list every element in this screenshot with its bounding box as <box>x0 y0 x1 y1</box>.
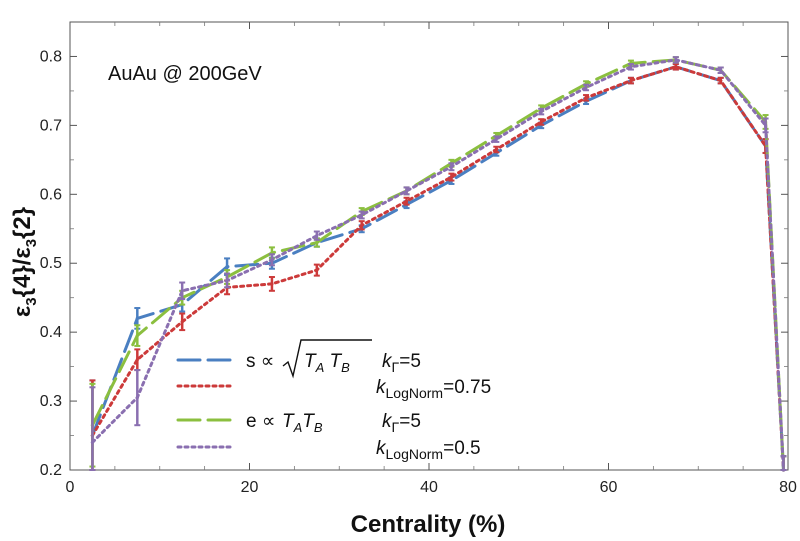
data-point <box>180 320 184 324</box>
data-point <box>629 65 633 69</box>
series-e_TATB_LogNorm05 <box>89 56 787 472</box>
sqrt-symbol <box>282 339 372 379</box>
data-point <box>404 189 409 193</box>
legend-k-sub: Γ <box>392 359 400 375</box>
data-point <box>270 258 274 262</box>
data-point <box>270 282 274 286</box>
data-point <box>135 316 139 320</box>
data-point <box>404 199 409 203</box>
y-tick-label: 0.2 <box>40 462 62 479</box>
data-point <box>315 234 319 238</box>
x-tick-label: 40 <box>420 479 438 496</box>
x-axis-title: Centrality (%) <box>351 511 506 538</box>
y-title-epsilon-2: ε <box>9 247 36 258</box>
y-tick-label: 0.7 <box>40 117 62 134</box>
data-point <box>629 78 633 83</box>
legend-k-value: =5 <box>399 351 421 372</box>
series-group <box>89 56 787 472</box>
legend-k-sub: LogNorm <box>386 446 444 462</box>
data-point <box>539 120 543 124</box>
data-point <box>449 165 454 169</box>
data-point <box>135 358 139 362</box>
data-point <box>539 110 543 114</box>
axis-ticks: 0 20 40 60 80 0.2 0.3 0.4 0.5 0.6 0.7 0.8 <box>40 22 797 496</box>
x-tick-label: 60 <box>600 479 618 496</box>
legend-k-letter: k <box>376 377 387 398</box>
data-point <box>90 440 95 445</box>
legend-k-sub: Γ <box>392 419 400 435</box>
legend-k-e_TATB_kGamma5: kΓ=5 <box>382 411 421 435</box>
data-point <box>360 213 364 217</box>
y-title-sub-1: 3 <box>23 297 40 305</box>
legend-k-s_TATB_LogNorm075: kLogNorm=0.75 <box>376 377 491 401</box>
legend-k-value: =0.5 <box>443 438 481 459</box>
y-title-sub-2: 3 <box>23 239 40 247</box>
legend-k-letter: k <box>382 351 393 372</box>
legend-k-letter: k <box>376 438 387 459</box>
y-tick-label: 0.4 <box>40 324 62 341</box>
legend-sqrt-arg: TA TB <box>304 351 350 375</box>
data-point <box>135 334 139 338</box>
y-tick-label: 0.3 <box>40 393 62 410</box>
legend-k-sub: LogNorm <box>386 385 444 401</box>
legend-var: T <box>302 411 315 432</box>
data-point <box>315 268 319 272</box>
y-tick-label: 0.6 <box>40 186 62 203</box>
x-tick-label: 80 <box>779 479 797 496</box>
data-point <box>584 96 588 100</box>
y-axis-title: ε3{4}/ε3{2} <box>9 207 40 317</box>
legend-subscript: A <box>315 360 325 375</box>
legend-var: T <box>304 351 317 372</box>
data-point <box>584 85 588 90</box>
legend-subscript: B <box>341 360 350 375</box>
annotation-text: AuAu @ 200GeV <box>108 63 262 85</box>
legend-label-e: e ∝ <box>246 411 275 432</box>
y-title-epsilon: ε <box>9 306 36 317</box>
data-point <box>763 123 768 127</box>
legend-k-value: =5 <box>399 411 421 432</box>
data-point <box>781 468 786 472</box>
x-tick-label: 20 <box>241 479 259 496</box>
data-point <box>719 68 723 72</box>
legend-var: T <box>282 411 295 432</box>
data-point <box>719 78 723 83</box>
y-tick-label: 0.5 <box>40 255 62 272</box>
legend-label-s: s ∝ <box>246 351 274 372</box>
y-title-den: {2} <box>9 207 36 239</box>
data-point <box>180 289 184 293</box>
data-point <box>674 65 678 69</box>
data-point <box>494 147 498 152</box>
data-point <box>315 240 319 245</box>
legend-k-e_TATB_LogNorm05: kLogNorm=0.5 <box>376 438 481 462</box>
data-point <box>225 278 229 283</box>
legend-subscript: A <box>293 420 303 435</box>
legend-k-letter: k <box>382 411 393 432</box>
data-point <box>449 175 454 179</box>
legend-k-s_TATB_kGamma5: kΓ=5 <box>382 351 421 375</box>
y-tick-label: 0.8 <box>40 48 62 65</box>
legend-k-value: =0.75 <box>443 377 491 398</box>
x-tick-label: 0 <box>66 479 75 496</box>
legend-var: T <box>324 351 342 372</box>
data-point <box>135 396 139 400</box>
data-point <box>674 58 678 62</box>
legend-subscript: B <box>314 420 323 435</box>
y-title-num: {4}/ <box>9 258 36 297</box>
legend-prod-arg: TATB <box>282 411 323 435</box>
data-point <box>360 223 364 227</box>
data-point <box>494 137 498 141</box>
data-point <box>225 265 229 269</box>
